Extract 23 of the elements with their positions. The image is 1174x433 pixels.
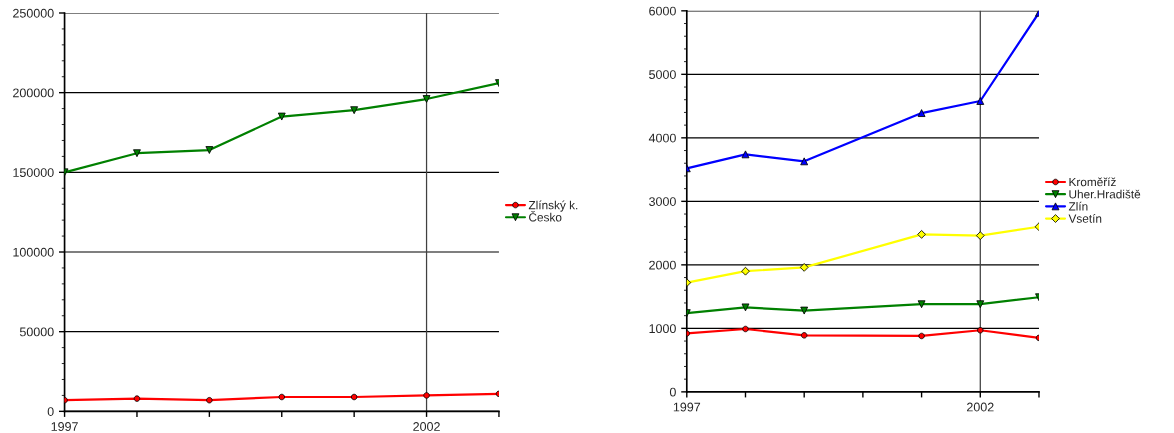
y-tick-label: 50000 xyxy=(19,327,54,337)
y-tick-label: 150000 xyxy=(13,168,54,177)
y-tick-label: 200000 xyxy=(13,88,54,98)
legend-label: Kroměříž xyxy=(1069,177,1116,187)
x-tick-label: 2002 xyxy=(413,422,440,431)
x-tick-label: 2002 xyxy=(967,402,994,412)
x-tick-label: 1997 xyxy=(673,402,701,412)
legend-label: Zlín xyxy=(1068,201,1088,211)
y-tick-label: 4000 xyxy=(648,133,676,143)
y-tick-label: 100000 xyxy=(13,247,54,257)
legend-label: Vsetín xyxy=(1068,213,1102,223)
y-tick-label: 0 xyxy=(669,387,676,397)
y-tick-label: 2000 xyxy=(649,260,676,270)
legend-label: Uher.Hradiště xyxy=(1069,189,1141,199)
y-tick-label: 0 xyxy=(47,407,54,416)
y-tick-label: 3000 xyxy=(649,197,676,206)
x-tick-label: 1997 xyxy=(51,422,78,431)
y-tick-label: 250000 xyxy=(13,8,54,18)
legend-label: Česko xyxy=(529,211,562,222)
y-tick-label: 6000 xyxy=(649,6,676,16)
y-tick-label: 1000 xyxy=(649,324,676,334)
legend-label: Zlínský k. xyxy=(528,200,578,212)
y-tick-label: 5000 xyxy=(649,70,676,79)
